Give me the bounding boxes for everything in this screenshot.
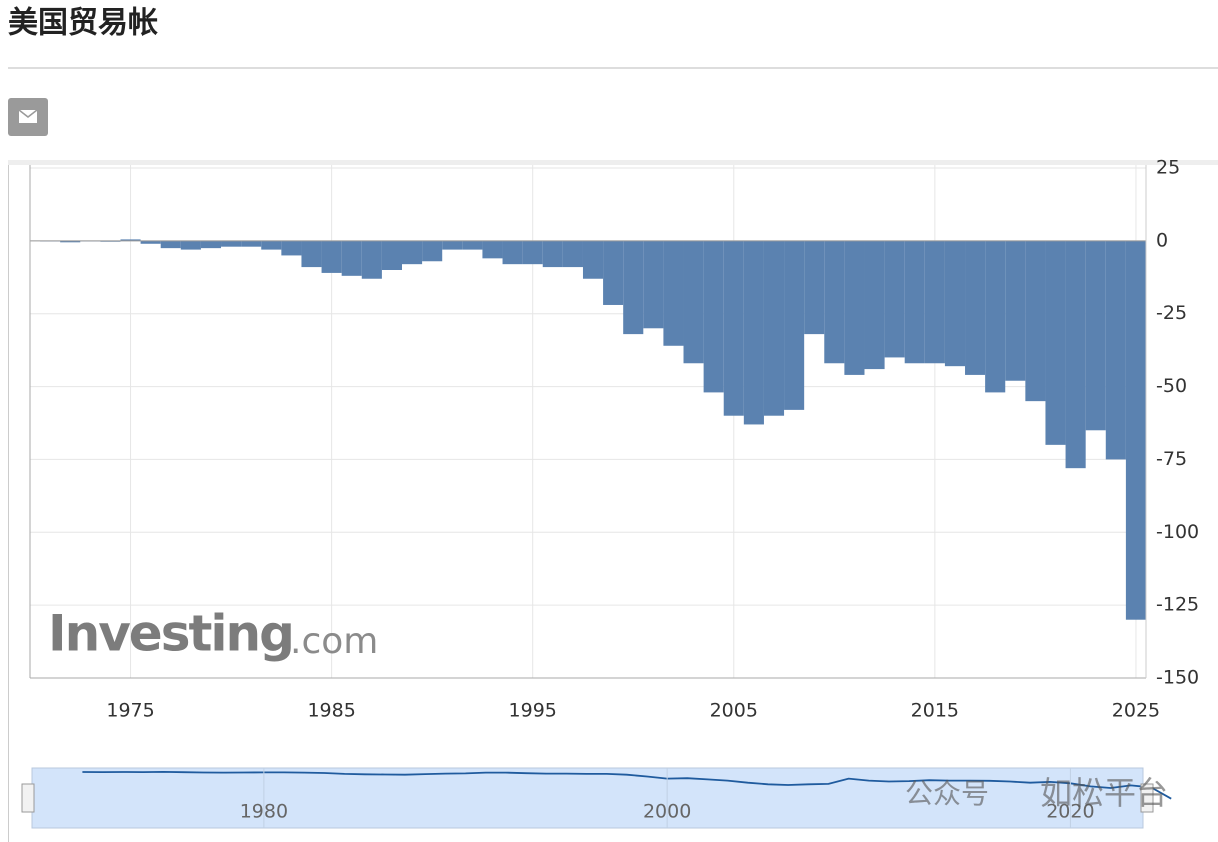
navigator-handle[interactable]	[21, 783, 35, 813]
bar	[221, 240, 242, 247]
y-tick-label: -50	[1156, 375, 1187, 397]
mail-icon-flap	[18, 109, 38, 118]
y-tick-label: -75	[1156, 448, 1187, 470]
navigator-tick-label: 2020	[1046, 801, 1094, 823]
bar	[965, 240, 986, 375]
bar	[824, 240, 845, 364]
watermark-brand: Investing	[48, 605, 293, 663]
container-shadow	[8, 160, 1218, 166]
bar	[301, 240, 322, 268]
bar	[924, 240, 945, 364]
x-tick-label: 1995	[509, 700, 557, 722]
navigator-handle[interactable]	[1140, 783, 1154, 813]
bar	[864, 240, 885, 370]
bar	[281, 240, 302, 256]
bar	[985, 240, 1006, 393]
bar	[603, 240, 624, 305]
x-tick-label: 1985	[307, 700, 355, 722]
bar	[1065, 240, 1086, 469]
bar	[723, 240, 744, 416]
navigator-bg	[31, 767, 1144, 829]
y-tick-label: -100	[1156, 521, 1199, 543]
bar	[1105, 240, 1126, 460]
bar	[844, 240, 865, 375]
bar	[623, 240, 644, 335]
x-tick-label: 2015	[911, 700, 959, 722]
bar	[804, 240, 825, 335]
watermark-account: 如松平台	[1040, 774, 1168, 812]
watermark-domain: .com	[290, 621, 378, 662]
bar	[663, 240, 684, 346]
x-tick-label: 2005	[710, 700, 758, 722]
bar	[321, 240, 342, 273]
navigator-tick-label: 2000	[643, 801, 691, 823]
bar	[482, 240, 503, 259]
bar	[763, 240, 785, 416]
bar	[140, 240, 161, 244]
bar	[120, 239, 141, 241]
bar	[884, 240, 905, 358]
mail-button[interactable]	[8, 98, 48, 136]
y-tick-label: -125	[1156, 594, 1199, 616]
bar	[442, 240, 463, 250]
x-tick-label: 2025	[1112, 700, 1160, 722]
bar	[904, 240, 925, 364]
bar	[582, 240, 604, 279]
bar	[160, 240, 181, 249]
bar	[180, 240, 201, 250]
x-tick-label: 1975	[106, 700, 154, 722]
bar	[703, 240, 724, 393]
bar	[341, 240, 362, 276]
bar	[261, 240, 282, 250]
y-tick-label: -150	[1156, 667, 1199, 689]
bar	[784, 240, 805, 410]
bar	[361, 240, 382, 279]
bar	[522, 240, 543, 265]
y-tick-label: 0	[1156, 229, 1168, 251]
y-tick-label: -25	[1156, 302, 1187, 324]
bar	[462, 240, 483, 250]
navigator-tick-label: 1980	[240, 801, 288, 823]
bar	[381, 240, 402, 270]
bar	[562, 240, 583, 268]
bar	[542, 240, 563, 268]
bar	[1045, 240, 1066, 445]
bar	[1005, 240, 1026, 381]
bar	[402, 240, 423, 265]
bar	[422, 240, 443, 262]
y-tick-label: 25	[1156, 157, 1180, 179]
bar	[643, 240, 664, 329]
bar	[743, 240, 764, 425]
bar	[502, 240, 523, 265]
bar	[944, 240, 966, 367]
bar	[683, 240, 704, 364]
bar	[1125, 240, 1146, 620]
watermark-wechat: 公众号	[905, 777, 989, 810]
bar	[200, 240, 222, 249]
bar	[60, 240, 81, 243]
bar	[1085, 240, 1106, 431]
bar	[1025, 240, 1046, 402]
page-title: 美国贸易帐	[8, 6, 158, 41]
bar	[241, 240, 262, 247]
